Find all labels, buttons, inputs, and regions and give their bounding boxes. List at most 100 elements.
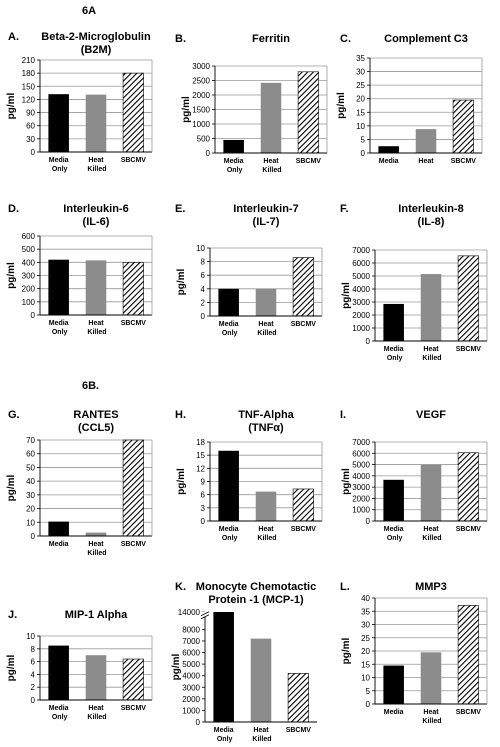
y-tick-label: 150 [22,82,36,91]
chart-title: Ferritin [252,33,290,45]
panel-letter: L. [340,581,350,593]
y-tick-label: 14000 [178,608,201,617]
y-tick-label: 60 [26,450,35,459]
y-tick-label: 0 [366,700,371,709]
y-tick-label: 4000 [352,472,370,481]
y-tick-label: 70 [26,436,35,445]
bar [122,439,144,537]
axis-break [200,614,210,620]
y-tick-label: 5 [361,135,366,144]
bar [122,262,144,316]
y-axis-label: pg/ml [336,92,347,119]
chart-title: (B2M) [81,44,112,56]
y-axis-label: pg/ml [6,92,17,119]
y-tick-label: 12 [196,464,205,473]
y-tick-label: 10 [26,632,35,641]
y-tick-label: 0 [366,517,371,526]
y-tick-label: 50 [26,463,35,472]
chart-title: (IL-6) [83,216,110,228]
bar [420,464,442,521]
bar [48,645,69,700]
y-tick-label: 6000 [352,259,370,268]
panel-letter: F. [340,203,349,215]
y-axis-label: pg/ml [171,653,182,680]
bar [452,99,474,154]
y-tick-label: 500 [197,135,211,144]
y-tick-label: 4 [31,670,36,679]
x-tick-label: Heat Killed [85,320,106,336]
panel-letter: G. [8,409,20,421]
panel: J. MIP-1 Alpha pg/ml 0 2 4 6 8 10 Media Only Heat … [6,609,153,721]
y-tick-label: 35 [361,607,370,616]
panel-letter: D. [8,203,19,215]
bar [287,673,309,723]
y-tick-label: 8000 [182,625,200,634]
bar [260,82,282,153]
y-tick-label: 10 [361,674,370,683]
chart-title: Interleukin-7 [233,203,298,215]
y-tick-label: 7000 [352,438,370,447]
chart-title: VEGF [416,409,446,421]
y-tick-label: 2 [31,683,36,692]
axis-break [200,611,210,617]
bar [48,94,69,152]
y-axis-label: pg/ml [6,262,17,289]
y-axis-label: pg/ml [341,468,352,495]
bar [85,260,107,315]
y-tick-label: 5000 [182,660,200,669]
y-tick-label: 30 [26,491,35,500]
y-tick-label: 6 [201,491,206,500]
panel-letter: A. [8,31,19,43]
y-tick-label: 1000 [352,324,370,333]
y-tick-label: 6 [31,658,36,667]
y-tick-label: 100 [22,298,36,307]
x-tick-label: SBCMV [121,541,147,548]
y-axis-label: pg/ml [181,96,192,123]
bar [457,452,479,522]
y-axis-label: pg/ml [176,268,187,295]
chart-title: Interleukin-6 [63,203,128,215]
y-tick-label: 6000 [182,649,200,658]
chart-title: (IL-8) [418,216,445,228]
chart-title: RANTES [73,409,118,421]
bar [255,491,277,521]
y-tick-label: 1000 [182,706,200,715]
section-label: 6A [82,5,96,17]
y-tick-label: 25 [356,81,365,90]
y-tick-label: 15 [196,451,205,460]
y-tick-label: 5 [366,687,371,696]
y-tick-label: 35 [356,54,365,63]
x-tick-label: Heat Killed [85,541,106,557]
chart-title: TNF-Alpha [238,409,294,421]
y-tick-label: 0 [31,311,36,320]
y-tick-label: 20 [361,647,370,656]
y-tick-label: 0 [31,532,36,541]
x-tick-label: Media Only [219,526,239,542]
y-tick-label: 0 [196,718,201,727]
y-axis-label: pg/ml [6,474,17,501]
y-tick-label: 2000 [182,695,200,704]
y-tick-label: 2500 [192,77,210,86]
x-tick-label: Heat Killed [255,321,276,337]
y-axis-label: pg/ml [176,468,187,495]
bar [383,665,404,704]
panel-letter: C. [340,33,351,45]
panel-letter: J. [8,609,17,621]
y-tick-label: 200 [22,285,36,294]
y-tick-label: 2000 [352,311,370,320]
y-tick-label: 600 [22,232,36,241]
bar [213,612,234,722]
x-tick-label: SBCMV [121,320,147,327]
y-tick-label: 120 [22,95,36,104]
x-tick-label: Media Only [214,727,234,743]
y-tick-label: 0 [366,337,371,346]
panel: D. Interleukin-6(IL-6) pg/ml 0 100 200 300 400 5… [6,203,153,336]
chart-title: (CCL5) [78,422,114,434]
bar [48,259,69,315]
panel: H. TNF-Alpha(TNFα) pg/ml 0 3 6 9 12 15 18 Media On… [175,409,323,542]
y-tick-label: 3 [201,504,206,513]
chart-title: (TNFα) [248,422,284,434]
x-tick-label: Media Only [384,526,404,542]
panel: F. Interleukin-8(IL-8) pg/ml 0 1000 2000 3000 4… [340,203,488,362]
